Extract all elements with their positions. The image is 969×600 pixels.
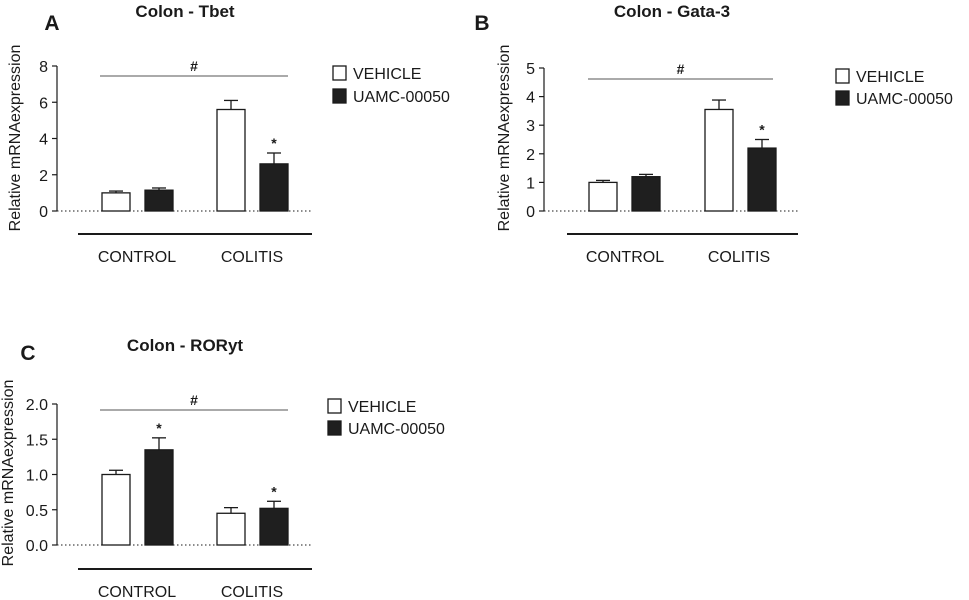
y-tick-label: 0.0 <box>26 538 48 555</box>
y-tick-label: 0 <box>526 204 535 221</box>
chart-panel-c: C Colon - RORyt Relative mRNAexpression 0.0… <box>0 336 445 600</box>
category-label: CONTROL <box>98 249 176 266</box>
y-tick-label: 5 <box>526 61 535 78</box>
legend-label-treatment: UAMC-00050 <box>856 91 953 108</box>
chart-title: Colon - Tbet <box>135 2 234 21</box>
y-tick-label: 2 <box>526 147 535 164</box>
significance-star: * <box>271 135 277 151</box>
bar-treatment-control <box>144 189 174 212</box>
y-axis-label: Relative mRNAexpression <box>0 380 17 567</box>
category-label: CONTROL <box>98 584 176 600</box>
bar-treatment-colitis <box>747 147 777 212</box>
bar-vehicle-control <box>588 181 618 212</box>
chart-title: Colon - RORyt <box>127 336 243 355</box>
panel-letter: B <box>474 12 489 35</box>
y-tick-label: 4 <box>526 90 535 107</box>
y-tick-label: 1.5 <box>26 432 48 449</box>
significance-hash: # <box>677 61 685 77</box>
bar-treatment-control <box>144 449 174 546</box>
category-label: CONTROL <box>586 249 664 266</box>
legend-swatch-vehicle <box>327 398 342 414</box>
legend-swatch-treatment <box>327 420 342 436</box>
bar-vehicle-control <box>101 192 131 212</box>
legend-swatch-treatment <box>835 90 850 106</box>
category-label: COLITIS <box>221 584 283 600</box>
legend: VEHICLE UAMC-00050 <box>332 65 450 106</box>
y-tick-label: 1 <box>526 175 535 192</box>
y-tick-label: 8 <box>39 59 48 76</box>
category-label: COLITIS <box>221 249 283 266</box>
y-tick-label: 3 <box>526 118 535 135</box>
y-tick-label: 6 <box>39 95 48 112</box>
legend-label-treatment: UAMC-00050 <box>353 89 450 106</box>
bar-vehicle-control <box>101 473 131 546</box>
legend-label-vehicle: VEHICLE <box>856 69 924 86</box>
y-axis-label: Relative mRNAexpression <box>496 45 513 232</box>
bar-vehicle-colitis <box>216 108 246 212</box>
legend-label-vehicle: VEHICLE <box>353 66 421 83</box>
significance-hash: # <box>190 58 198 74</box>
legend-swatch-treatment <box>332 88 347 104</box>
legend: VEHICLE UAMC-00050 <box>327 398 445 438</box>
panel-letter: A <box>44 12 59 35</box>
bar-vehicle-colitis <box>216 512 246 546</box>
chart-title: Colon - Gata-3 <box>614 2 730 21</box>
significance-hash: # <box>190 392 198 408</box>
significance-star: * <box>271 483 277 499</box>
legend-swatch-vehicle <box>332 65 347 81</box>
y-tick-label: 1.0 <box>26 468 48 485</box>
y-tick-label: 2.0 <box>26 397 48 414</box>
y-tick-label: 2 <box>39 168 48 185</box>
y-tick-label: 4 <box>39 132 48 149</box>
y-tick-label: 0.5 <box>26 503 48 520</box>
chart-panel-b: B Colon - Gata-3 Relative mRNAexpression 0 1… <box>474 2 953 266</box>
legend-swatch-vehicle <box>835 68 850 84</box>
category-label: COLITIS <box>708 249 770 266</box>
significance-star: * <box>759 122 765 138</box>
bar-treatment-colitis <box>259 507 289 546</box>
panel-letter: C <box>20 342 35 365</box>
chart-panel-a: A Colon - Tbet Relative mRNAexpression 0 2 4 6… <box>7 2 450 266</box>
legend-label-treatment: UAMC-00050 <box>348 421 445 438</box>
bar-treatment-control <box>631 176 661 212</box>
legend: VEHICLE UAMC-00050 <box>835 68 953 108</box>
y-axis-label: Relative mRNAexpression <box>7 45 24 232</box>
bar-vehicle-colitis <box>704 108 734 212</box>
significance-star: * <box>156 420 162 436</box>
bar-treatment-colitis <box>259 163 289 212</box>
y-tick-label: 0 <box>39 204 48 221</box>
legend-label-vehicle: VEHICLE <box>348 399 416 416</box>
